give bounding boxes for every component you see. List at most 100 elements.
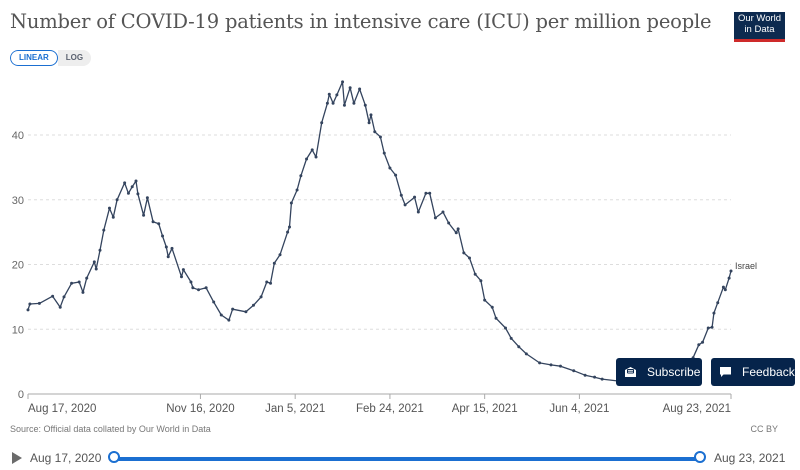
data-point (701, 340, 705, 344)
series-line-israel (27, 81, 732, 383)
data-point (123, 181, 127, 185)
y-tick-label: 0 (18, 389, 24, 401)
data-point (583, 373, 587, 377)
data-point (716, 301, 720, 305)
data-point (348, 86, 352, 90)
data-point (524, 352, 528, 356)
data-point (37, 301, 41, 305)
chart-title: Number of COVID-19 patients in intensive… (10, 10, 712, 33)
data-point (367, 121, 371, 125)
data-point (181, 268, 185, 272)
data-point (191, 286, 195, 290)
scale-option-log[interactable]: LOG (57, 50, 92, 66)
data-point (697, 343, 701, 347)
data-point (342, 103, 346, 107)
x-tick-label: Nov 16, 2020 (166, 403, 234, 415)
data-point (363, 103, 367, 107)
data-point (358, 87, 362, 91)
data-point (251, 303, 255, 307)
data-point (102, 228, 106, 232)
data-point (272, 261, 276, 265)
data-point (85, 276, 89, 280)
y-tick-label: 10 (12, 324, 24, 336)
data-point (58, 305, 62, 309)
x-tick-label: Feb 24, 2021 (356, 403, 424, 415)
data-point (151, 220, 155, 224)
data-point (26, 308, 30, 312)
data-point (428, 191, 432, 195)
data-point (341, 80, 345, 84)
data-point (549, 363, 553, 367)
data-point (572, 369, 576, 373)
data-point (403, 203, 407, 207)
feedback-button[interactable]: Feedback (711, 358, 795, 386)
data-point (164, 245, 168, 249)
data-point (166, 255, 170, 259)
data-point (494, 316, 498, 320)
data-point (369, 113, 373, 117)
data-point (115, 198, 119, 202)
data-point (721, 285, 725, 289)
data-point (433, 216, 437, 220)
scale-option-linear[interactable]: LINEAR (10, 50, 58, 66)
data-point (378, 135, 382, 139)
x-tick-label: Aug 23, 2021 (663, 403, 731, 415)
data-point (289, 201, 293, 205)
data-point (219, 313, 223, 317)
data-point (462, 251, 466, 255)
timeline-track[interactable] (114, 457, 700, 461)
data-point (81, 290, 85, 294)
data-point (479, 279, 483, 283)
data-point (299, 174, 303, 178)
data-point (310, 148, 314, 152)
data-point (388, 166, 392, 170)
data-point (269, 281, 273, 285)
data-point (314, 155, 318, 159)
data-point (134, 179, 138, 183)
data-point (538, 361, 542, 365)
data-point (142, 213, 146, 217)
data-point (320, 121, 324, 125)
data-point (352, 101, 356, 105)
data-point (77, 280, 81, 284)
timeline-end-handle[interactable] (694, 451, 706, 463)
license-link[interactable]: CC BY (750, 424, 778, 434)
subscribe-button[interactable]: Subscribe (616, 358, 702, 386)
data-point (111, 215, 115, 219)
data-point (170, 246, 174, 250)
data-point (28, 302, 32, 306)
data-point (231, 307, 235, 311)
data-point (126, 191, 130, 195)
data-point (373, 130, 377, 134)
data-point (517, 345, 521, 349)
data-point (712, 311, 716, 315)
timeline-start-label: Aug 17, 2020 (30, 451, 102, 465)
data-point (179, 275, 183, 279)
data-point (161, 234, 165, 238)
logo-line-2: in Data (744, 23, 775, 35)
data-point (593, 375, 597, 379)
data-point (212, 300, 216, 304)
data-point (70, 281, 74, 285)
data-point (483, 298, 487, 302)
data-point (509, 336, 513, 340)
data-point (456, 227, 460, 231)
data-point (259, 295, 263, 299)
timeline: Aug 17, 2020 Aug 23, 2021 (0, 448, 800, 470)
subscribe-label: Subscribe (647, 365, 701, 379)
owid-logo[interactable]: Our World in Data (734, 12, 785, 42)
data-point (473, 272, 477, 276)
data-point (295, 188, 299, 192)
data-point (490, 305, 494, 309)
data-point (468, 256, 472, 260)
data-point (394, 173, 398, 177)
data-point (335, 93, 339, 97)
data-point (244, 310, 248, 314)
data-point (305, 157, 309, 161)
data-point (51, 294, 55, 298)
timeline-start-handle[interactable] (108, 451, 120, 463)
data-point (189, 280, 193, 284)
data-point (723, 288, 727, 292)
data-point (454, 231, 458, 235)
play-icon[interactable] (12, 452, 22, 464)
